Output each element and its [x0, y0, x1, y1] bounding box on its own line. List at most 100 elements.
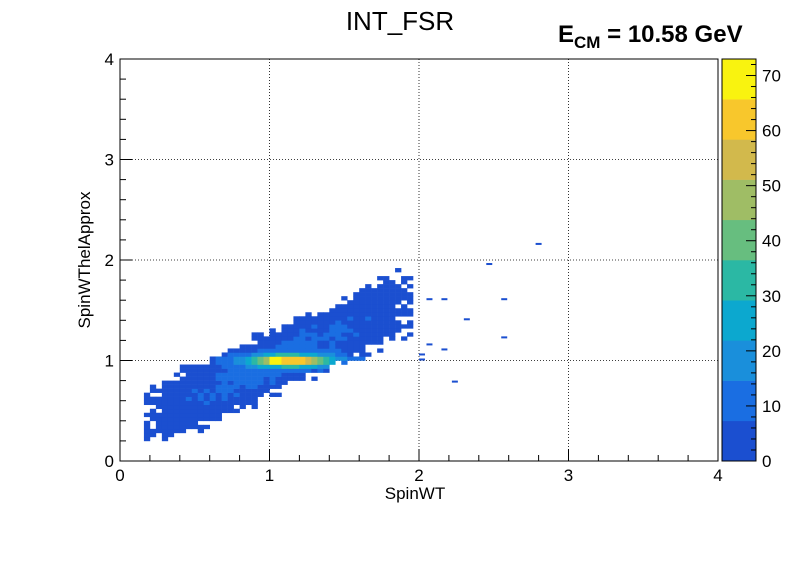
energy-label-main: E	[558, 21, 574, 48]
colorbar-segment	[722, 380, 756, 422]
heatmap-cell	[221, 368, 228, 373]
heatmap-cell	[239, 376, 246, 381]
heatmap-cell	[359, 328, 366, 333]
heatmap-cell	[353, 336, 360, 341]
heatmap-cell	[383, 316, 390, 321]
heatmap-cell	[185, 400, 193, 406]
heatmap-cell	[251, 344, 258, 349]
colorbar-tick-label: 20	[762, 342, 781, 361]
heatmap-cell	[191, 368, 199, 373]
heatmap-cell	[239, 404, 246, 410]
heatmap-cell	[155, 416, 163, 422]
heatmap-cell	[329, 356, 336, 361]
heatmap-cell	[275, 368, 282, 373]
heatmap-cell-outlier	[451, 380, 458, 383]
heatmap-cell	[197, 380, 205, 385]
heatmap-cell	[371, 292, 378, 297]
heatmap-cell	[215, 364, 222, 369]
heatmap-cell	[185, 368, 193, 373]
heatmap-cell	[197, 404, 205, 410]
heatmap-cell	[251, 352, 258, 357]
heatmap-cell	[287, 328, 294, 333]
y-tick-label: 1	[105, 352, 114, 371]
heatmap-cell	[263, 348, 270, 353]
heatmap-cell	[269, 328, 276, 333]
heatmap-cell	[293, 364, 300, 369]
heatmap-cell	[161, 436, 169, 442]
heatmap-cell	[329, 332, 336, 337]
heatmap-cell	[233, 392, 240, 397]
heatmap-cell	[257, 332, 264, 337]
heatmap-cell	[305, 360, 312, 365]
heatmap-cell	[323, 348, 330, 353]
heatmap-cell	[377, 316, 384, 321]
heatmap-cell-outlier	[486, 263, 493, 266]
heatmap-cell	[233, 396, 240, 401]
heatmap-cell	[143, 424, 151, 430]
heatmap-cell	[149, 396, 157, 401]
heatmap-cell	[209, 392, 216, 397]
heatmap-cell	[341, 332, 348, 337]
y-tick-label: 2	[105, 251, 114, 270]
heatmap-cell	[389, 304, 396, 309]
heatmap-cell	[161, 412, 169, 418]
heatmap-cell	[329, 308, 336, 313]
heatmap-cell	[185, 388, 193, 393]
heatmap-cell	[191, 400, 199, 406]
heatmap-cell	[197, 384, 205, 389]
colorbar-segment	[722, 219, 756, 261]
heatmap-cell	[353, 292, 360, 297]
heatmap-cell	[185, 404, 193, 410]
heatmap-cell	[407, 324, 414, 329]
heatmap-cell	[383, 320, 390, 325]
heatmap-cell	[341, 328, 348, 333]
heatmap-cell	[161, 420, 169, 426]
heatmap-cell	[245, 348, 252, 353]
heatmap-cell	[275, 336, 282, 341]
heatmap-cell	[245, 396, 252, 401]
heatmap-cell	[317, 368, 324, 373]
heatmap-cell	[293, 356, 300, 361]
heatmap-cell-outlier	[501, 298, 508, 301]
heatmap-cell	[191, 404, 199, 410]
heatmap-cell	[227, 400, 234, 406]
heatmap-cell	[347, 352, 354, 357]
heatmap-cell	[365, 308, 372, 313]
heatmap-cell	[377, 284, 384, 289]
heatmap-cell	[359, 316, 366, 321]
heatmap-cell	[275, 340, 282, 345]
heatmap-cell	[257, 364, 264, 369]
heatmap-cell	[371, 328, 378, 333]
heatmap-cell	[197, 396, 205, 401]
y-tick-label: 0	[105, 452, 114, 471]
x-tick-label: 4	[713, 466, 722, 485]
heatmap-cell	[155, 400, 163, 406]
heatmap-cell	[191, 364, 199, 369]
energy-label-subscript: CM	[574, 33, 600, 52]
heatmap-cell	[389, 296, 396, 301]
heatmap-cell	[299, 364, 306, 369]
colorbar-tick-label: 70	[762, 67, 781, 86]
heatmap-cell	[155, 396, 163, 401]
heatmap-cell	[293, 324, 300, 329]
heatmap-cell	[389, 324, 396, 329]
heatmap-cell	[407, 296, 414, 301]
heatmap-cell	[185, 412, 193, 418]
heatmap-cell	[323, 356, 330, 361]
heatmap-cell	[383, 296, 390, 301]
heatmap-cell	[269, 336, 276, 341]
chart-title: INT_FSR	[346, 6, 454, 36]
heatmap-cell	[191, 396, 199, 401]
x-tick-label: 1	[265, 466, 274, 485]
heatmap-cell	[359, 292, 366, 297]
heatmap-cell	[185, 372, 193, 377]
heatmap-cell	[305, 332, 312, 337]
heatmap-cell	[227, 384, 234, 389]
heatmap-cell	[143, 428, 151, 434]
heatmap-cell	[311, 328, 318, 333]
heatmap-cell	[383, 328, 390, 333]
heatmap-cell	[191, 384, 199, 389]
heatmap-cell	[203, 396, 210, 401]
heatmap-cell	[377, 288, 384, 293]
y-axis-label: SpinWThelApprox	[75, 191, 94, 329]
